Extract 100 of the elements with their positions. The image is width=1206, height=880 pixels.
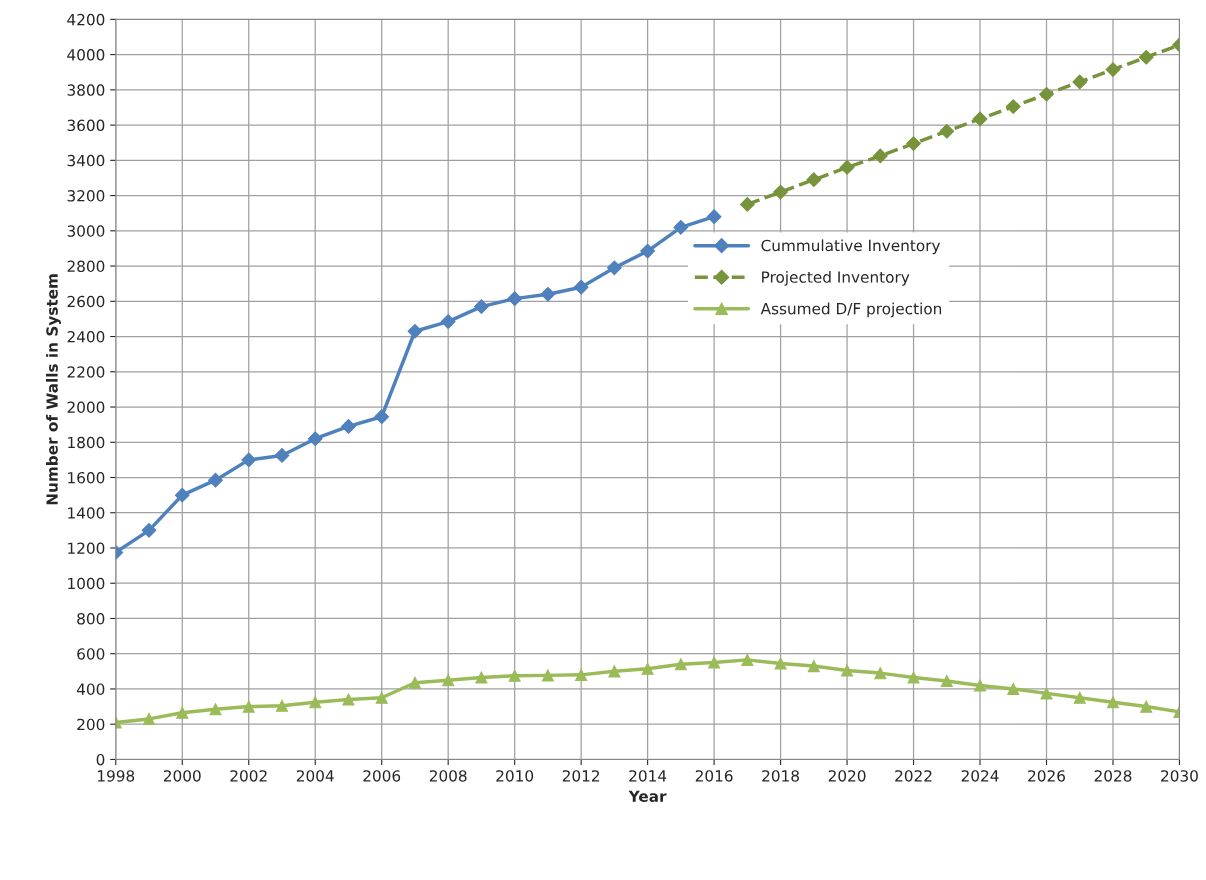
point: [708, 656, 721, 669]
x-tick-label: 2026: [1028, 770, 1065, 782]
point: [973, 679, 987, 692]
y-tick-label: 0: [96, 753, 105, 766]
y-tick-label: 1400: [68, 507, 105, 519]
x-tick-label: 2012: [562, 770, 600, 782]
x-tick-label: 2016: [695, 770, 733, 782]
x-tick-label: 2024: [961, 770, 999, 782]
y-tick-label: 3000: [67, 225, 105, 237]
y-tick-label: 1200: [68, 542, 105, 555]
y-tick-label: 600: [77, 648, 105, 660]
point: [374, 409, 390, 425]
point: [1138, 49, 1154, 65]
point: [142, 712, 156, 725]
point: [442, 674, 455, 687]
x-tick-label: 2010: [496, 770, 534, 782]
point: [307, 431, 323, 447]
y-tick-label: 2600: [67, 295, 105, 308]
point: [839, 159, 855, 175]
y-tick-label: 400: [76, 683, 105, 695]
y-tick-label: 2800: [67, 260, 105, 273]
point: [874, 667, 887, 680]
y-tick-label: 200: [77, 718, 105, 731]
point: [174, 487, 190, 503]
x-tick-label: 2018: [762, 770, 799, 782]
point: [208, 472, 223, 488]
y-tick-label: 4200: [67, 13, 105, 26]
y-tick-label: 4000: [67, 49, 105, 61]
y-tick-label: 3600: [67, 119, 105, 132]
point: [573, 279, 589, 295]
point: [1040, 687, 1053, 700]
x-tick-label: 2008: [429, 770, 467, 782]
point: [774, 657, 787, 670]
legend-label: Cummulative Inventory: [761, 239, 941, 255]
x-tick-label: 2000: [163, 770, 201, 782]
point: [741, 653, 754, 666]
x-axis-title: Year: [628, 790, 667, 803]
point: [1007, 682, 1020, 696]
point: [540, 286, 556, 302]
point: [972, 111, 988, 127]
x-tick-label: 2014: [629, 770, 667, 782]
y-tick-label: 3200: [67, 190, 105, 202]
x-tick-label: 2004: [296, 770, 334, 782]
x-tick-label: 1998: [98, 770, 135, 782]
legend-label: Projected Inventory: [762, 270, 910, 286]
point: [1105, 62, 1121, 77]
x-tick-label: 2028: [1094, 770, 1132, 782]
point: [640, 243, 656, 259]
point: [241, 452, 257, 468]
point: [209, 703, 222, 716]
x-tick-label: 2022: [895, 770, 932, 782]
point: [1073, 691, 1086, 704]
legend-label: Assumed D/F projection: [760, 302, 942, 318]
y-tick-label: 3400: [67, 154, 105, 167]
point: [739, 196, 755, 212]
point: [275, 699, 289, 712]
y-tick-label: 2200: [67, 366, 105, 378]
point: [575, 668, 588, 681]
point: [242, 700, 255, 713]
y-tick-label: 2400: [67, 331, 105, 343]
point: [673, 219, 689, 235]
point: [806, 172, 822, 188]
point: [141, 522, 157, 538]
point: [608, 665, 621, 678]
point: [408, 676, 422, 689]
point: [939, 123, 955, 139]
point: [1106, 696, 1120, 709]
point: [907, 671, 920, 684]
point: [508, 669, 521, 682]
y-tick-label: 3800: [67, 84, 105, 96]
point: [872, 148, 888, 164]
point: [641, 662, 654, 675]
point: [475, 671, 488, 684]
point: [342, 693, 355, 706]
point: [507, 291, 523, 307]
point: [906, 136, 921, 151]
x-tick-label: 2002: [230, 770, 267, 782]
x-tick-label: 2020: [828, 770, 866, 782]
y-tick-label: 2000: [67, 401, 105, 414]
point: [606, 260, 622, 276]
x-tick-label: 2006: [363, 770, 401, 782]
point: [773, 184, 788, 200]
point: [541, 669, 554, 682]
point: [440, 314, 456, 329]
point: [1140, 700, 1153, 713]
point: [674, 658, 687, 671]
y-tick-label: 800: [77, 612, 105, 625]
point: [341, 419, 356, 434]
y-axis-title: Number of Walls in System: [46, 274, 61, 505]
point: [840, 664, 854, 677]
point: [474, 299, 489, 314]
point: [1005, 99, 1021, 114]
point: [309, 696, 322, 709]
y-tick-label: 1000: [68, 577, 105, 590]
point: [807, 659, 820, 673]
point: [375, 691, 388, 704]
x-tick-label: 2030: [1161, 770, 1198, 782]
point: [407, 323, 423, 339]
y-tick-label: 1800: [68, 436, 105, 449]
point: [176, 706, 189, 719]
